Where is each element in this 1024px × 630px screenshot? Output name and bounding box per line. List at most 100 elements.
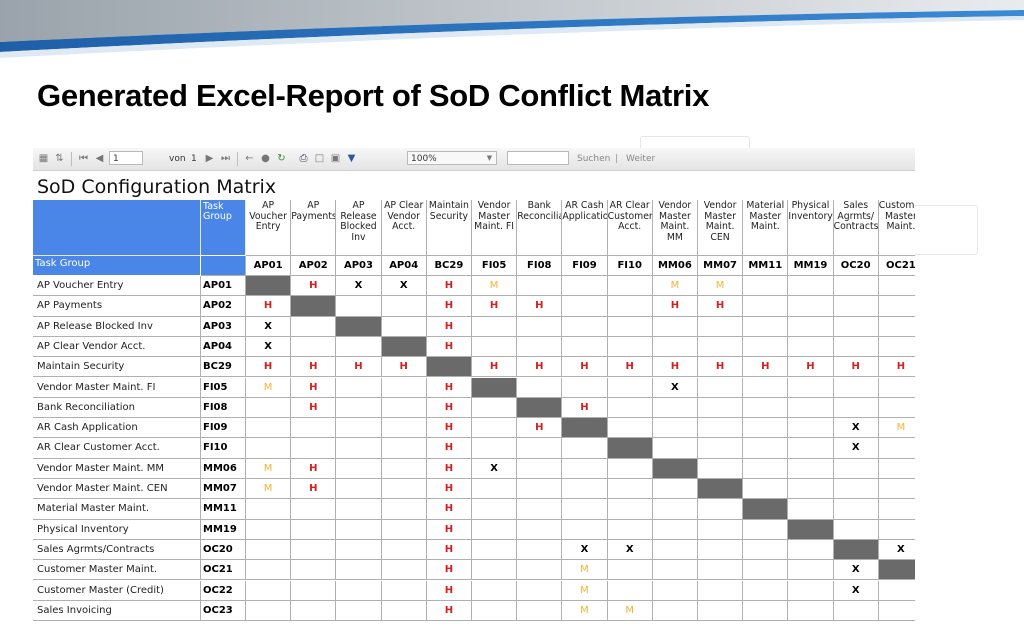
- toolbar-separator: [237, 152, 238, 166]
- matrix-cell-h: H: [426, 499, 472, 520]
- matrix-cell-h: H: [788, 357, 834, 378]
- matrix-cell-h: H: [426, 479, 472, 500]
- parameters-icon[interactable]: ⇅: [55, 153, 64, 164]
- matrix-cell: [517, 458, 563, 479]
- matrix-cell-h: H: [833, 357, 879, 378]
- refresh-icon[interactable]: ↻: [277, 153, 286, 164]
- stop-icon[interactable]: ●: [261, 153, 270, 164]
- print-icon[interactable]: ⎙: [299, 153, 308, 164]
- document-map-icon[interactable]: ▦: [38, 153, 49, 164]
- matrix-cell: [381, 438, 427, 459]
- search-input[interactable]: [507, 151, 569, 165]
- column-code: AP01: [246, 256, 292, 276]
- matrix-cell-h: H: [698, 296, 744, 317]
- matrix-cell: [291, 519, 337, 540]
- matrix-cell: [517, 336, 563, 358]
- export-icon[interactable]: ▼: [347, 153, 356, 164]
- toolbar-text-separator: |: [615, 154, 619, 164]
- matrix-cell-h: H: [426, 418, 472, 439]
- matrix-cell-h: H: [426, 377, 472, 398]
- matrix-cell-h: H: [426, 560, 472, 581]
- next-match-link[interactable]: Weiter: [626, 154, 656, 164]
- matrix-cell: [517, 276, 563, 297]
- row-label: AR Cash Application: [33, 418, 201, 439]
- matrix-cell: [698, 580, 744, 601]
- matrix-cell: [246, 580, 292, 601]
- matrix-cell: [788, 438, 834, 459]
- next-page-icon[interactable]: ▶: [205, 153, 214, 164]
- column-code: MM06: [652, 256, 698, 276]
- matrix-cell: [381, 560, 427, 581]
- matrix-cell: [607, 560, 653, 581]
- matrix-cell: [833, 377, 879, 398]
- matrix-cell: [743, 397, 789, 419]
- matrix-cell: [698, 539, 744, 561]
- matrix-cell: [607, 336, 653, 358]
- row-label: Physical Inventory: [33, 519, 201, 540]
- matrix-cell-h: H: [291, 458, 337, 479]
- column-code: MM11: [743, 256, 789, 276]
- first-page-icon[interactable]: ⏮: [79, 153, 88, 164]
- matrix-cell: [698, 336, 744, 358]
- matrix-cell: [291, 316, 337, 337]
- row-label: AP Voucher Entry: [33, 276, 201, 297]
- search-link[interactable]: Suchen: [577, 154, 611, 164]
- matrix-cell: [562, 499, 608, 520]
- matrix-cell-h: H: [426, 276, 472, 297]
- matrix-cell: [833, 397, 879, 419]
- matrix-cell: [246, 418, 292, 439]
- matrix-cell: [788, 377, 834, 398]
- row-label: Vendor Master Maint. FI: [33, 377, 201, 398]
- matrix-cell: [381, 539, 427, 561]
- column-code: MM19: [788, 256, 834, 276]
- matrix-cell-m: M: [652, 276, 698, 297]
- matrix-cell: [336, 519, 382, 540]
- back-icon[interactable]: ←: [245, 153, 254, 164]
- matrix-cell: [336, 600, 382, 622]
- column-code: FI05: [472, 256, 518, 276]
- matrix-cell-x: X: [833, 418, 879, 439]
- matrix-cell: [652, 560, 698, 581]
- matrix-cell: [246, 519, 292, 540]
- matrix-cell: [336, 377, 382, 398]
- matrix-cell: [878, 458, 915, 479]
- row-code: AP03: [201, 316, 246, 337]
- slide-title: Generated Excel-Report of SoD Conflict M…: [37, 78, 710, 113]
- matrix-cell-m: M: [878, 418, 915, 439]
- matrix-cell: [472, 336, 518, 358]
- column-header: AR Cash Application: [562, 200, 608, 256]
- matrix-cell: [788, 499, 834, 520]
- matrix-cell: [246, 560, 292, 581]
- matrix-cell-h: H: [652, 296, 698, 317]
- column-header: AP Clear Vendor Acct.: [381, 200, 427, 256]
- matrix-cell-x: X: [833, 560, 879, 581]
- matrix-cell: [562, 438, 608, 459]
- chevron-down-icon[interactable]: ▼: [486, 154, 493, 162]
- matrix-cell-m: M: [562, 580, 608, 601]
- zoom-select[interactable]: 100%: [407, 151, 497, 165]
- row-code: FI08: [201, 397, 246, 419]
- page-setup-icon[interactable]: ▣: [330, 153, 341, 164]
- matrix-cell: [607, 397, 653, 419]
- column-code: AP04: [381, 256, 427, 276]
- matrix-cell-x: X: [652, 377, 698, 398]
- matrix-cell-h: H: [517, 418, 563, 439]
- matrix-cell-h: H: [336, 357, 382, 378]
- matrix-cell: [698, 397, 744, 419]
- matrix-cell: [698, 560, 744, 581]
- matrix-cell: [472, 600, 518, 622]
- matrix-cell: [788, 336, 834, 358]
- matrix-cell: [743, 519, 789, 540]
- matrix-cell-diagonal: [381, 336, 427, 358]
- matrix-cell: [336, 336, 382, 358]
- matrix-cell-h: H: [426, 600, 472, 622]
- matrix-cell: [833, 600, 879, 622]
- last-page-icon[interactable]: ⏭: [221, 153, 230, 164]
- print-layout-icon[interactable]: □: [314, 153, 325, 164]
- previous-page-icon[interactable]: ◀: [95, 153, 104, 164]
- page-number-input[interactable]: 1: [109, 151, 143, 165]
- matrix-cell-h: H: [291, 397, 337, 419]
- row-label: Vendor Master Maint. MM: [33, 458, 201, 479]
- matrix-cell-m: M: [562, 560, 608, 581]
- row-label: Customer Master Maint.: [33, 560, 201, 581]
